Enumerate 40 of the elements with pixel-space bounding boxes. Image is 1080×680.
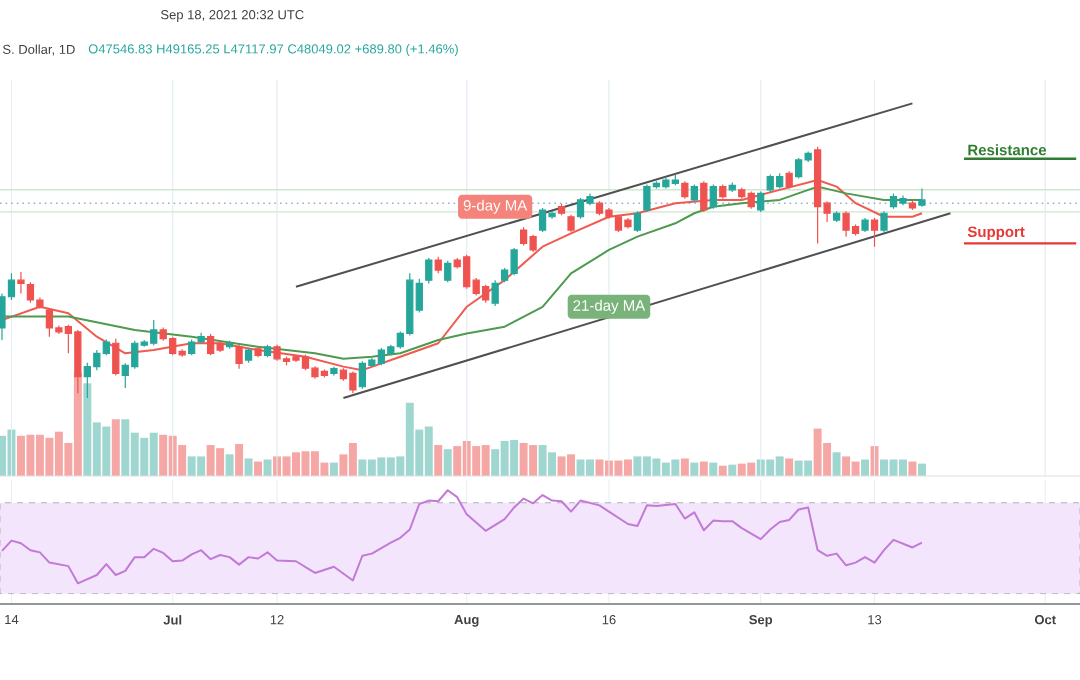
- candlestick: [861, 217, 869, 233]
- candlestick: [728, 181, 736, 193]
- bar: [832, 452, 841, 476]
- bar: [785, 458, 794, 476]
- candlestick: [880, 210, 888, 234]
- candlestick: [557, 203, 566, 216]
- candlestick: [633, 210, 642, 233]
- bar: [244, 458, 253, 476]
- bar: [699, 461, 708, 476]
- bar: [690, 462, 699, 476]
- bar: [861, 459, 870, 476]
- candlestick: [567, 214, 575, 233]
- bar: [709, 462, 718, 476]
- bar: [263, 459, 272, 476]
- bar: [680, 458, 689, 476]
- bar: [908, 461, 917, 476]
- candlestick: [244, 347, 253, 364]
- bar: [254, 461, 263, 476]
- candlestick: [254, 346, 262, 358]
- candlestick: [709, 183, 717, 210]
- candlestick: [870, 217, 879, 248]
- bar: [235, 444, 244, 476]
- candlestick: [918, 188, 926, 208]
- candlestick: [491, 279, 499, 307]
- candlestick: [444, 260, 452, 283]
- candlestick: [425, 257, 433, 284]
- candlestick: [434, 256, 442, 274]
- bar: [443, 449, 452, 476]
- bar: [898, 459, 907, 476]
- bar: [225, 454, 234, 476]
- bar: [329, 462, 338, 476]
- candlestick: [330, 366, 338, 377]
- candlestick: [757, 190, 765, 213]
- candlestick: [263, 344, 272, 358]
- candlestick: [908, 199, 917, 211]
- candlestick: [690, 183, 698, 203]
- candlestick: [17, 271, 25, 295]
- bar: [111, 419, 120, 476]
- bar: [434, 445, 443, 476]
- candlestick: [832, 210, 841, 223]
